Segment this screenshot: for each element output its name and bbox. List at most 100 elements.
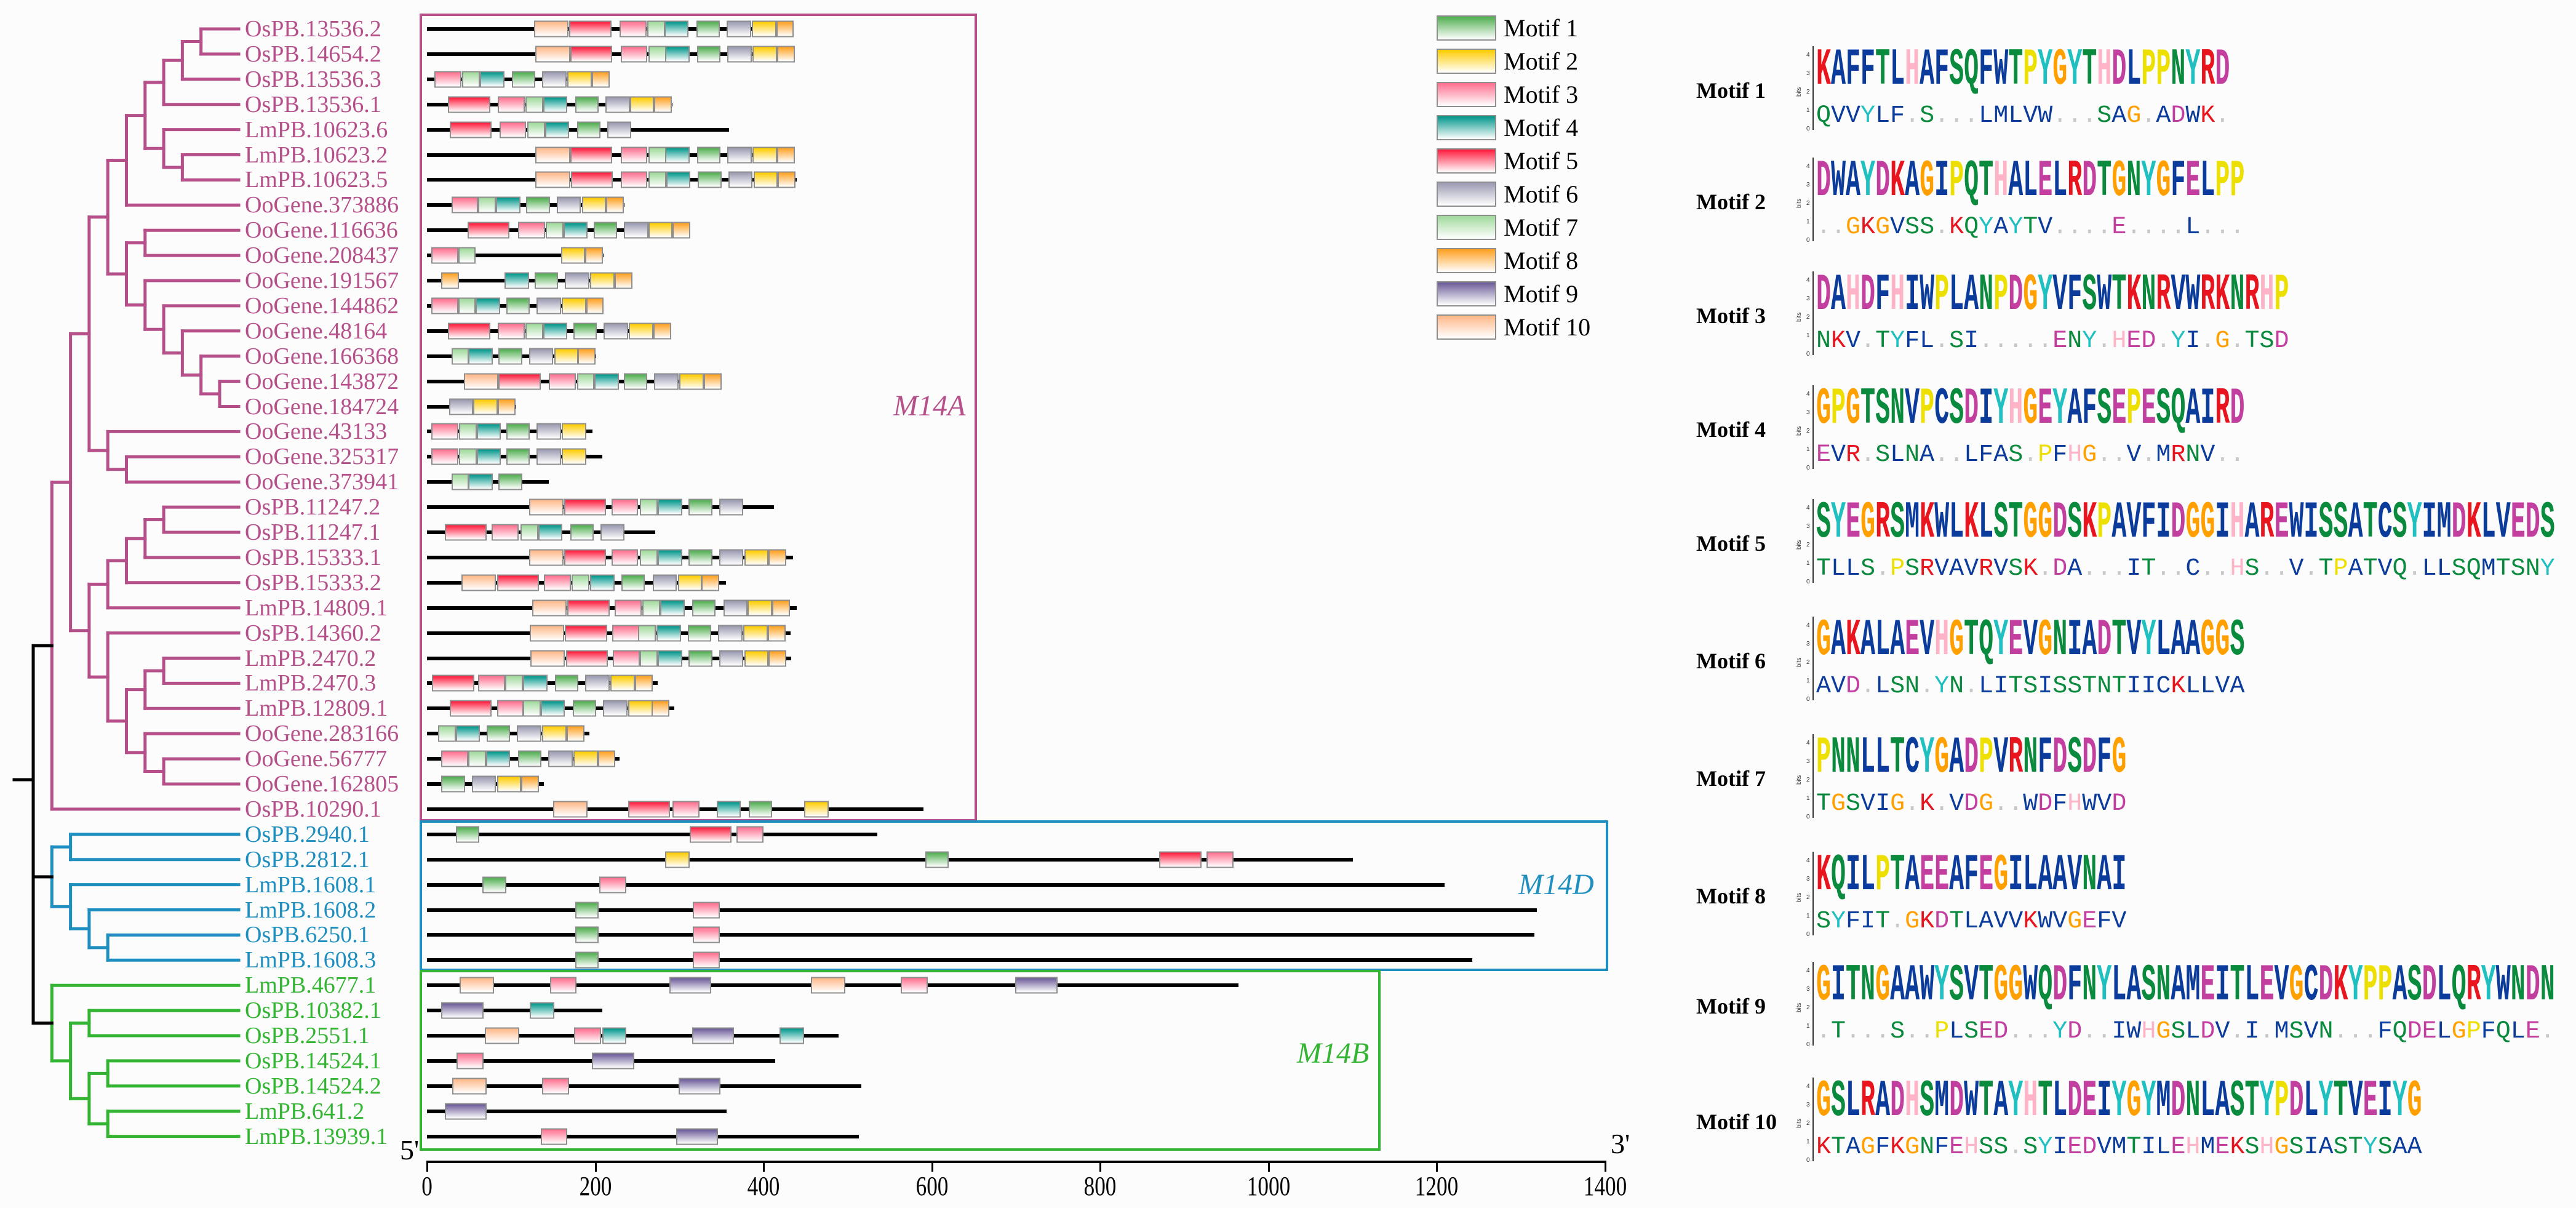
logo-axis-tick: 0 [1806,1157,1810,1164]
motif-8-box [441,272,459,289]
gene-label: OsPB.15333.1 [245,544,381,570]
logo-motif-label: Motif 6 [1696,649,1766,673]
motif-3-box [693,951,720,969]
motif-3-box [451,196,479,214]
motif-9-box [676,1128,719,1145]
logo-axis-tick: 0 [1806,696,1810,703]
axis-tick-label: 600 [915,1171,949,1201]
logo-y-axis [1812,499,1814,583]
motif-1-box [925,851,949,868]
motif-8-box [768,625,786,642]
motif-6-box [604,322,628,340]
motif-2-box [648,222,673,239]
motif-3-box [542,1078,570,1095]
logo-secondary-residues: ..GKGVSS.KQYAYTV....E....L... [1816,214,2245,241]
logo-axis-unit: bits [1796,312,1803,322]
motif-1-box [575,96,599,113]
protein-backbone [427,279,632,282]
gene-label: OoGene.325317 [245,444,399,470]
gene-label: LmPB.10623.5 [245,167,388,193]
logo-y-axis [1812,734,1814,818]
gene-label: LmPB.14809.1 [245,594,388,621]
motif-3-box [431,247,458,264]
motif-4-box [666,171,691,188]
motif-5-box [448,322,490,340]
legend-swatch [1437,215,1496,240]
motif-4-box [594,373,619,390]
motif-5-box [628,801,671,818]
logo-secondary-residues: TLLS.PSRVAVRVSK.DA...IT..C..HS..V.TPATVQ… [1816,555,2555,583]
logo-axis-tick: 3 [1806,1102,1810,1108]
motif-2-box [748,599,772,617]
logo-axis-tick: 2 [1806,1004,1810,1011]
logo-secondary-residues: .T...S..PLSED...YD..IWHGSLDV.I.MSVN...FQ… [1816,1018,2555,1046]
legend-swatch [1437,49,1496,74]
motif-4-box [538,524,563,541]
motif-4-box [657,650,682,666]
logo-axis-unit: bits [1796,892,1803,902]
motif-1-box [526,196,550,214]
motif-5-box [570,146,612,163]
motif-6-box [565,272,590,289]
axis-tick [1436,1161,1438,1172]
motif-4-box [563,222,588,239]
logo-axis-tick: 1 [1806,913,1810,919]
motif-9-box [441,1002,484,1019]
protein-backbone [427,254,604,258]
legend-swatch [1437,82,1496,107]
motif-2-box [561,448,586,465]
axis-tick [1267,1161,1270,1172]
motif-8-box [577,348,596,365]
motif-8-box [597,750,616,767]
motif-6-box [449,398,474,415]
motif-2-box [744,549,769,566]
logo-axis-tick: 1 [1806,218,1810,225]
motif-7-box [638,625,656,642]
axis-tick-label: 1000 [1246,1171,1291,1201]
logo-axis-tick: 3 [1806,641,1810,647]
gene-label: LmPB.641.2 [245,1098,365,1124]
gene-label: LmPB.4677.1 [245,972,377,999]
motif-3-box [672,801,700,818]
gene-label: OsPB.11247.2 [245,494,381,521]
motif-2-box [628,700,653,717]
protein-backbone [427,656,792,660]
logo-motif-label: Motif 5 [1696,531,1766,556]
logo-motif-label: Motif 1 [1696,78,1766,103]
motif-4-box [529,1002,554,1019]
motif-1-box [688,650,712,666]
motif-2-box [752,146,778,163]
logo-axis-unit: bits [1796,198,1803,208]
motif-5-box [565,625,607,642]
motif-3-box [620,171,648,188]
logo-axis-tick: 3 [1806,70,1810,77]
motif-4-box [660,599,685,617]
motif-2-box [590,272,615,289]
protein-backbone [427,933,1535,937]
motif-4-box [657,549,682,566]
axis-tick-label: 800 [1083,1171,1117,1201]
legend-label: Motif 9 [1504,280,1579,308]
clade-label-m14a: M14A [893,390,966,422]
protein-backbone [427,832,877,836]
motif-2-box [744,650,769,666]
motif-2-box [542,725,567,742]
gene-label: OsPB.13536.3 [245,66,381,92]
gene-label: LmPB.13939.1 [245,1123,388,1150]
motif-2-box [473,398,498,415]
motif-6-box [548,750,573,767]
axis-tick-label: 400 [747,1171,780,1201]
motif-3-box [431,423,458,440]
motif-7-box [640,650,658,666]
motif-6-box [719,650,744,666]
motif-1-box [692,599,716,617]
logo-axis-unit: bits [1796,87,1803,97]
motif-4-box [664,20,689,38]
motif-8-box [592,71,610,88]
gene-label: OsPB.2551.1 [245,1023,370,1049]
motif-7-box [648,46,666,63]
motif-8-box [653,322,671,340]
motif-2-box [573,750,598,767]
motif-1-box [572,700,596,717]
gene-label: OoGene.162805 [245,771,399,797]
